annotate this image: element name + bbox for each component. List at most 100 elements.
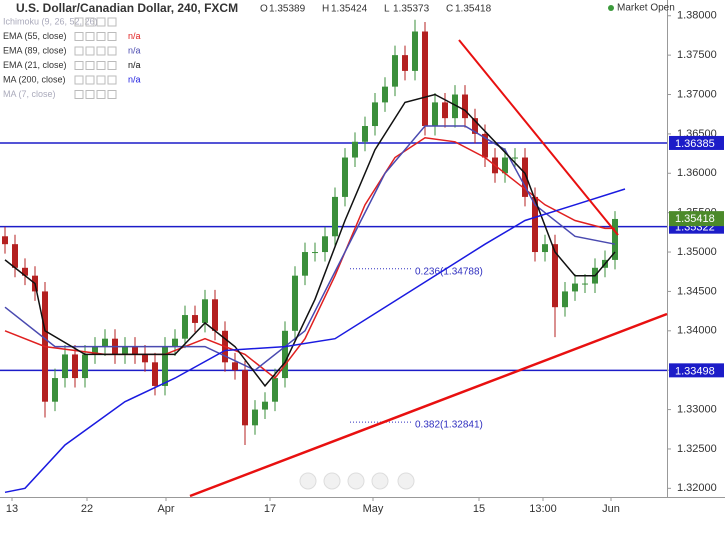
candle-body xyxy=(502,157,508,174)
candle-body xyxy=(262,401,268,410)
x-tick-label: 13:00 xyxy=(529,503,557,515)
candle-body xyxy=(302,252,308,276)
indicator-button[interactable] xyxy=(74,61,84,70)
indicator-value: n/a xyxy=(128,31,141,41)
indicator-button[interactable] xyxy=(96,75,106,85)
indicator-button[interactable] xyxy=(74,75,84,85)
nav-button[interactable] xyxy=(347,472,365,490)
indicator-button[interactable] xyxy=(96,61,106,70)
indicator-button[interactable] xyxy=(85,61,95,70)
symbol-title: U.S. Dollar/Canadian Dollar, 240, FXCM xyxy=(16,1,238,15)
indicator-button[interactable] xyxy=(74,46,84,56)
y-tick-label: 1.34000 xyxy=(677,325,717,337)
indicator-value: n/a xyxy=(128,74,141,84)
y-tick-label: 1.32000 xyxy=(677,482,717,494)
candle-body xyxy=(582,283,588,285)
candle-body xyxy=(102,338,108,347)
moving-average-line xyxy=(4,188,626,494)
fib-label: 0.382(1.32841) xyxy=(415,420,483,431)
market-status: Market Open xyxy=(617,3,675,14)
indicator-button[interactable] xyxy=(107,32,117,41)
candle-body xyxy=(442,102,448,119)
indicator-button[interactable] xyxy=(74,17,84,27)
indicator-button[interactable] xyxy=(107,75,117,85)
indicator-button[interactable] xyxy=(107,90,117,99)
indicator-name: MA (7, close) xyxy=(3,89,56,99)
candle-body xyxy=(212,299,218,331)
indicator-button[interactable] xyxy=(85,46,95,56)
y-tick-label: 1.36000 xyxy=(677,167,717,179)
candle-body xyxy=(202,299,208,323)
candle-body xyxy=(152,362,158,386)
candle-body xyxy=(332,196,338,237)
candle-body xyxy=(132,346,138,355)
nav-button[interactable] xyxy=(299,472,317,490)
last-price-label: 1.35418 xyxy=(675,213,715,225)
candle-body xyxy=(142,354,148,363)
nav-button[interactable] xyxy=(371,472,389,490)
indicator-value: n/a xyxy=(128,60,141,70)
indicator-button[interactable] xyxy=(96,46,106,56)
candle-body xyxy=(572,283,578,292)
nav-button[interactable] xyxy=(397,472,415,490)
indicator-button[interactable] xyxy=(107,61,117,70)
plot-area: 0.236(1.34788) 0.382(1.32841) xyxy=(0,19,667,494)
ohlc-value: 1.35389 xyxy=(269,4,306,15)
nav-button[interactable] xyxy=(323,472,341,490)
candle-body xyxy=(392,55,398,87)
candle-body xyxy=(452,94,458,119)
candle-body xyxy=(292,275,298,331)
indicator-button[interactable] xyxy=(96,90,106,99)
indicator-button[interactable] xyxy=(85,75,95,85)
last-price-tag xyxy=(669,211,724,227)
indicator-button[interactable] xyxy=(96,17,106,27)
indicator-button[interactable] xyxy=(107,46,117,56)
candle-body xyxy=(422,31,428,127)
price-tag-label: 1.33498 xyxy=(675,365,715,377)
trend-line-down xyxy=(458,39,619,236)
candle-body xyxy=(482,133,488,158)
indicator-name: EMA (55, close) xyxy=(3,31,67,41)
indicator-value: n/a xyxy=(128,45,141,55)
candle-body xyxy=(162,346,168,386)
indicator-button[interactable] xyxy=(96,32,106,41)
candle-body xyxy=(182,315,188,339)
candle-body xyxy=(52,378,58,402)
y-tick-label: 1.38000 xyxy=(677,10,717,22)
candle-body xyxy=(92,346,98,355)
y-tick-label: 1.32500 xyxy=(677,443,717,455)
ohlc-value: 1.35424 xyxy=(331,4,368,15)
candle-body xyxy=(412,31,418,71)
x-tick-label: Jun xyxy=(602,503,620,515)
ohlc-key: O xyxy=(260,4,268,15)
indicator-button[interactable] xyxy=(107,17,117,27)
indicator-button[interactable] xyxy=(85,17,95,27)
candle-body xyxy=(382,86,388,103)
indicator-name: MA (200, close) xyxy=(3,74,66,84)
indicator-button[interactable] xyxy=(74,32,84,41)
candle-body xyxy=(352,141,358,158)
indicator-button[interactable] xyxy=(85,90,95,99)
candle-body xyxy=(192,315,198,323)
candle-body xyxy=(22,267,28,276)
axes: 1.320001.325001.330001.335001.340001.345… xyxy=(6,10,724,515)
candle-body xyxy=(552,244,558,308)
trend-line-up xyxy=(189,312,668,498)
indicator-button[interactable] xyxy=(74,90,84,99)
candle-body xyxy=(562,291,568,308)
candle-body xyxy=(522,157,528,197)
price-tag-label: 1.36385 xyxy=(675,138,715,150)
candle-body xyxy=(342,157,348,197)
candle-body xyxy=(532,196,538,253)
indicator-name: Ichimoku (9, 26, 52, 26) xyxy=(3,16,98,26)
status-dot xyxy=(608,5,614,11)
x-tick-label: 17 xyxy=(264,503,276,515)
candle-body xyxy=(12,244,18,268)
x-tick-label: Apr xyxy=(157,503,174,515)
indicator-button[interactable] xyxy=(85,32,95,41)
ohlc-key: C xyxy=(446,4,453,15)
candle-body xyxy=(472,118,478,134)
y-tick-label: 1.37500 xyxy=(677,49,717,61)
